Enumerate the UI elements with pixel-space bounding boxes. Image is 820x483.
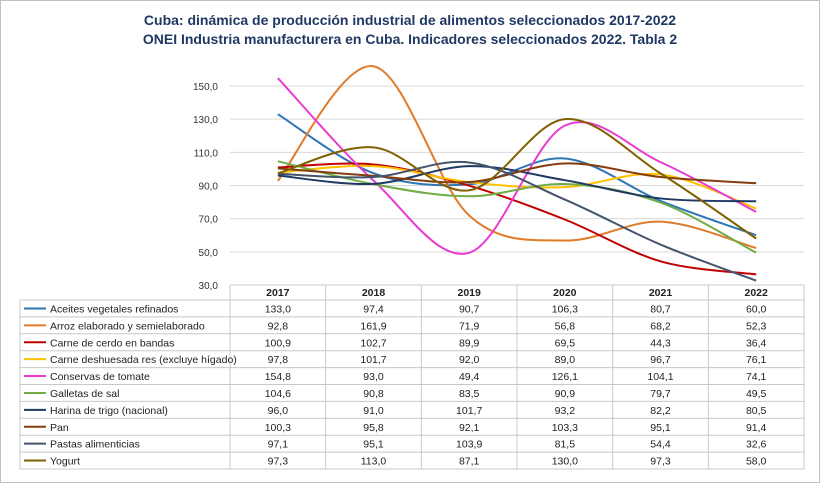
legend-label: Carne de cerdo en bandas bbox=[50, 337, 174, 349]
data-label: 95,1 bbox=[363, 439, 384, 451]
data-label: 71,9 bbox=[459, 320, 480, 332]
series-line-4 bbox=[277, 77, 757, 255]
legend-label: Pan bbox=[50, 422, 69, 434]
x-tick-label: 2017 bbox=[266, 287, 290, 299]
data-label: 97,8 bbox=[268, 354, 289, 366]
data-label: 76,1 bbox=[746, 354, 767, 366]
legend-label: Aceites vegetales refinados bbox=[50, 303, 178, 315]
data-label: 103,3 bbox=[552, 422, 578, 434]
data-label: 95,1 bbox=[650, 422, 671, 434]
data-label: 32,6 bbox=[746, 439, 767, 451]
y-tick-label: 150,0 bbox=[193, 82, 218, 93]
data-label: 97,3 bbox=[268, 456, 289, 468]
y-tick-label: 50,0 bbox=[199, 248, 219, 259]
data-label: 100,3 bbox=[265, 422, 291, 434]
series-line-2 bbox=[277, 162, 757, 276]
legend-label: Yogurt bbox=[50, 456, 80, 468]
data-label: 101,7 bbox=[360, 354, 386, 366]
y-tick-label: 30,0 bbox=[199, 281, 219, 292]
data-label: 82,2 bbox=[650, 405, 671, 417]
series-lines bbox=[277, 65, 757, 282]
series-line-6 bbox=[277, 165, 757, 203]
data-label: 36,4 bbox=[746, 337, 767, 349]
data-label: 74,1 bbox=[746, 371, 767, 383]
series-line-8 bbox=[277, 160, 757, 282]
chart-subtitle: ONEI Industria manufacturera en Cuba. In… bbox=[142, 31, 678, 47]
data-label: 91,4 bbox=[746, 422, 767, 434]
data-label: 49,5 bbox=[746, 388, 767, 400]
x-tick-label: 2020 bbox=[553, 287, 577, 299]
data-label: 93,0 bbox=[363, 371, 384, 383]
data-label: 96,0 bbox=[268, 405, 289, 417]
data-label: 80,7 bbox=[650, 303, 671, 315]
data-label: 90,9 bbox=[555, 388, 576, 400]
data-label: 113,0 bbox=[361, 456, 387, 468]
data-label: 104,1 bbox=[647, 371, 673, 383]
data-label: 79,7 bbox=[650, 388, 671, 400]
series-line-9 bbox=[277, 118, 757, 240]
data-label: 80,5 bbox=[746, 405, 767, 417]
y-tick-label: 110,0 bbox=[194, 148, 219, 159]
y-axis-ticks: 30,0 50,0 70,0 90,0 110,0 130,0 150,0 bbox=[193, 82, 218, 292]
data-label: 89,9 bbox=[459, 337, 480, 349]
data-label: 102,7 bbox=[360, 337, 386, 349]
data-label: 90,7 bbox=[459, 303, 480, 315]
y-tick-label: 90,0 bbox=[199, 182, 219, 193]
data-label: 101,7 bbox=[456, 405, 482, 417]
data-label: 81,5 bbox=[555, 439, 576, 451]
data-label: 68,2 bbox=[650, 320, 671, 332]
x-tick-label: 2022 bbox=[744, 287, 768, 299]
data-label: 93,2 bbox=[555, 405, 576, 417]
data-label: 133,0 bbox=[265, 303, 291, 315]
y-tick-label: 130,0 bbox=[193, 115, 218, 126]
data-label: 69,5 bbox=[555, 337, 576, 349]
chart-title: Cuba: dinámica de producción industrial … bbox=[143, 12, 677, 28]
y-tick-label: 70,0 bbox=[199, 215, 219, 226]
data-label: 44,3 bbox=[650, 337, 671, 349]
data-label: 97,3 bbox=[650, 456, 671, 468]
data-label: 92,1 bbox=[459, 422, 480, 434]
data-label: 52,3 bbox=[746, 320, 767, 332]
data-label: 83,5 bbox=[459, 388, 480, 400]
data-label: 95,8 bbox=[363, 422, 384, 434]
legend-label: Arroz elaborado y semielaborado bbox=[50, 320, 205, 332]
data-label: 103,9 bbox=[456, 439, 482, 451]
legend-label: Carne deshuesada res (excluye hígado) bbox=[50, 354, 237, 366]
data-label: 97,1 bbox=[268, 439, 289, 451]
data-label: 154,8 bbox=[265, 371, 291, 383]
data-label: 58,0 bbox=[746, 456, 767, 468]
legend-label: Galletas de sal bbox=[50, 388, 119, 400]
data-label: 161,9 bbox=[360, 320, 386, 332]
data-label: 49,4 bbox=[459, 371, 480, 383]
data-label: 96,7 bbox=[650, 354, 671, 366]
data-label: 106,3 bbox=[552, 303, 578, 315]
data-label: 130,0 bbox=[552, 456, 578, 468]
x-tick-label: 2018 bbox=[362, 287, 386, 299]
data-label: 104,6 bbox=[265, 388, 291, 400]
x-tick-label: 2021 bbox=[649, 287, 673, 299]
data-label: 56,8 bbox=[555, 320, 576, 332]
data-table: 2017 2018 2019 2020 2021 2022 Aceites vegetale… bbox=[19, 284, 805, 470]
legend-label: Pastas alimenticias bbox=[50, 439, 140, 451]
data-label: 90,8 bbox=[363, 388, 384, 400]
data-label: 97,4 bbox=[363, 303, 384, 315]
data-label: 87,1 bbox=[459, 456, 480, 468]
series-line-7 bbox=[277, 162, 757, 185]
data-label: 92,0 bbox=[459, 354, 480, 366]
legend-label: Harina de trigo (nacional) bbox=[50, 405, 168, 417]
series-line-1 bbox=[277, 65, 757, 249]
data-label: 100,9 bbox=[265, 337, 291, 349]
data-label: 60,0 bbox=[746, 303, 767, 315]
data-label: 91,0 bbox=[363, 405, 384, 417]
data-label: 92,8 bbox=[268, 320, 289, 332]
data-label: 126,1 bbox=[552, 371, 578, 383]
data-label: 54,4 bbox=[650, 439, 671, 451]
legend-label: Conservas de tomate bbox=[50, 371, 150, 383]
data-label: 89,0 bbox=[555, 354, 576, 366]
x-tick-label: 2019 bbox=[457, 287, 481, 299]
series-line-5 bbox=[277, 160, 757, 254]
